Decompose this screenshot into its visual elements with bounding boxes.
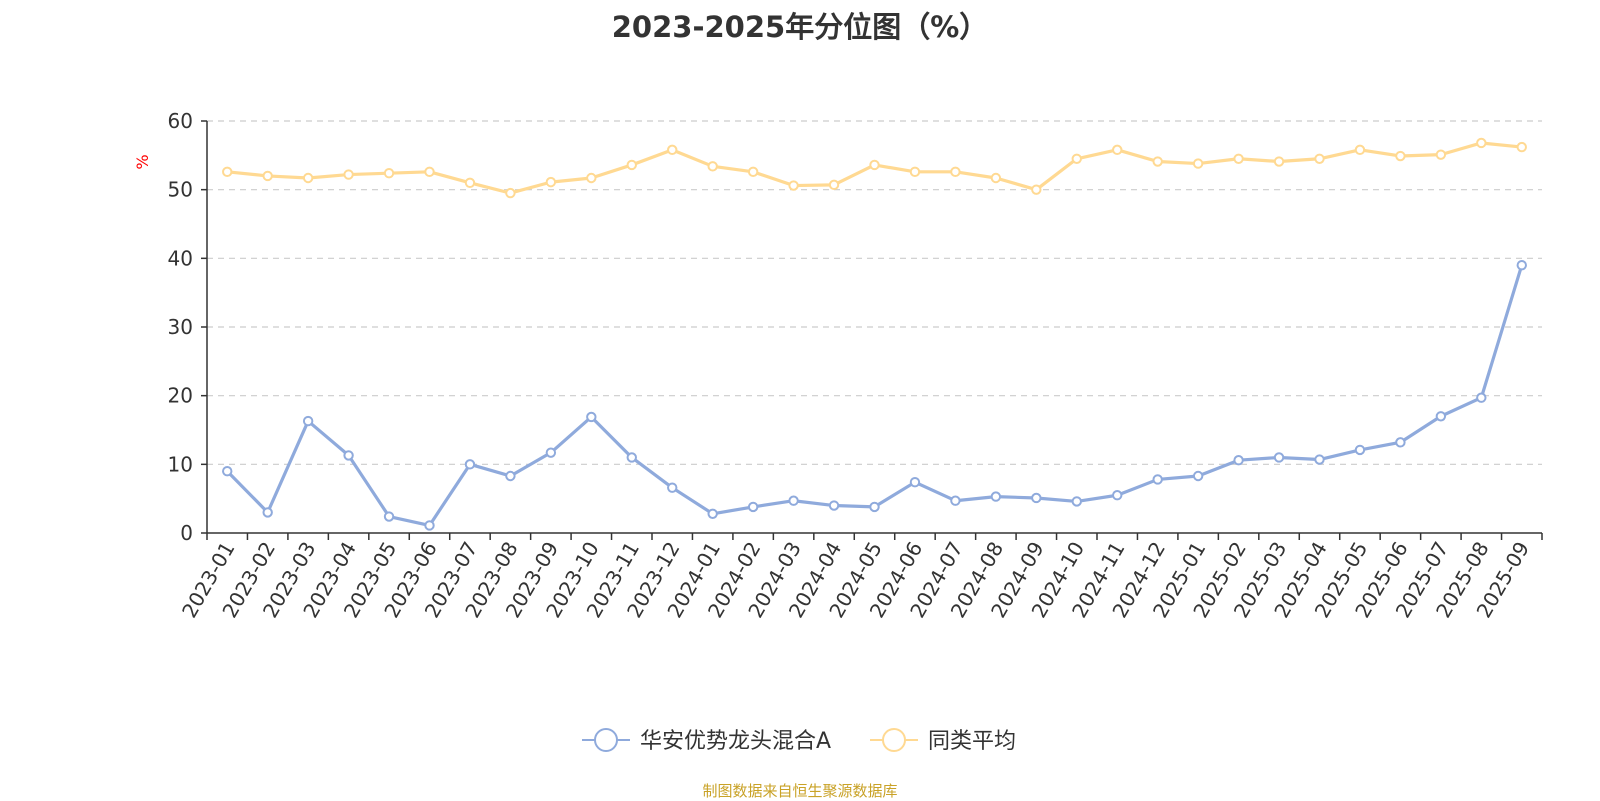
data-point-s1 bbox=[262, 507, 273, 518]
data-point-s1 bbox=[626, 452, 637, 463]
data-point-s2 bbox=[302, 172, 314, 184]
data-point-s1 bbox=[1314, 454, 1325, 465]
y-tick-label: 60 bbox=[168, 109, 193, 133]
data-point-s2 bbox=[1354, 144, 1366, 156]
data-point-s1 bbox=[1071, 496, 1082, 507]
data-point-s1 bbox=[1273, 452, 1285, 463]
data-point-s2 bbox=[909, 166, 921, 178]
data-point-s2 bbox=[1192, 158, 1204, 169]
data-point-s1 bbox=[302, 415, 314, 427]
data-point-s1 bbox=[424, 520, 435, 531]
data-point-s2 bbox=[1152, 156, 1163, 167]
data-point-s2 bbox=[1395, 150, 1406, 162]
data-point-s1 bbox=[586, 411, 597, 423]
legend-label: 同类平均 bbox=[928, 729, 1016, 754]
data-point-s1 bbox=[869, 501, 880, 513]
data-point-s2 bbox=[1435, 149, 1447, 160]
data-point-s2 bbox=[586, 172, 597, 184]
data-point-s2 bbox=[869, 159, 880, 171]
data-point-s1 bbox=[505, 470, 516, 482]
data-point-s1 bbox=[1395, 437, 1406, 448]
data-point-s2 bbox=[1071, 153, 1082, 164]
data-point-s2 bbox=[1273, 156, 1285, 167]
data-point-s2 bbox=[707, 161, 718, 172]
data-point-s2 bbox=[1476, 137, 1487, 149]
y-tick-label: 0 bbox=[180, 521, 193, 545]
data-point-s2 bbox=[222, 166, 233, 178]
data-point-s2 bbox=[1112, 144, 1123, 156]
y-tick-label: 10 bbox=[168, 452, 193, 476]
data-point-s2 bbox=[383, 167, 395, 179]
data-point-s1 bbox=[788, 495, 799, 506]
data-point-s2 bbox=[545, 176, 557, 188]
data-point-s2 bbox=[464, 177, 476, 189]
data-point-s2 bbox=[1233, 153, 1244, 164]
y-axis-unit-label: % bbox=[133, 154, 152, 169]
data-point-s1 bbox=[909, 476, 921, 488]
data-point-s2 bbox=[262, 170, 273, 182]
data-point-s1 bbox=[1516, 260, 1527, 271]
y-tick-label: 20 bbox=[168, 384, 193, 408]
data-point-s1 bbox=[1031, 492, 1042, 504]
data-point-s2 bbox=[424, 166, 435, 178]
data-point-s1 bbox=[1233, 455, 1244, 466]
data-point-s2 bbox=[667, 144, 678, 156]
data-point-s1 bbox=[707, 508, 718, 519]
data-point-s2 bbox=[1031, 184, 1042, 195]
data-point-s2 bbox=[1516, 141, 1527, 153]
data-point-s1 bbox=[1152, 474, 1163, 485]
series bbox=[222, 137, 1527, 531]
data-point-s2 bbox=[747, 166, 759, 178]
data-point-s1 bbox=[990, 491, 1002, 502]
data-point-s1 bbox=[950, 495, 961, 506]
data-point-s1 bbox=[828, 500, 840, 511]
legend-label: 华安优势龙头混合A bbox=[640, 729, 831, 754]
data-point-s1 bbox=[1435, 411, 1447, 422]
data-point-s1 bbox=[1192, 470, 1204, 482]
data-point-s1 bbox=[1354, 444, 1366, 456]
legend: 华安优势龙头混合A 同类平均 bbox=[582, 728, 1016, 754]
y-tick-label: 30 bbox=[168, 315, 193, 339]
legend-item-2: 同类平均 bbox=[870, 728, 1016, 754]
data-point-s2 bbox=[788, 180, 799, 191]
data-point-s2 bbox=[626, 159, 637, 171]
data-point-s1 bbox=[667, 482, 678, 493]
data-point-s1 bbox=[1476, 392, 1487, 403]
data-point-s1 bbox=[222, 466, 233, 477]
data-point-s1 bbox=[545, 447, 557, 458]
y-tick-label: 40 bbox=[168, 246, 193, 270]
data-point-s1 bbox=[464, 459, 476, 470]
data-point-s2 bbox=[1314, 153, 1325, 164]
y-tick-label: 50 bbox=[168, 178, 193, 202]
data-point-s1 bbox=[343, 450, 354, 461]
data-point-s2 bbox=[828, 179, 840, 191]
source-footer: 制图数据来自恒生聚源数据库 bbox=[702, 782, 898, 800]
legend-marker-icon bbox=[882, 728, 906, 752]
data-point-s1 bbox=[383, 511, 395, 522]
data-point-s1 bbox=[747, 501, 759, 513]
legend-item-1: 华安优势龙头混合A bbox=[582, 728, 831, 754]
data-point-s2 bbox=[505, 187, 516, 199]
grid-lines bbox=[207, 120, 1542, 465]
chart-title: 2023-2025年分位图（%） bbox=[611, 10, 989, 44]
legend-marker-icon bbox=[594, 728, 618, 752]
data-point-s1 bbox=[1112, 490, 1123, 501]
data-point-s2 bbox=[950, 166, 961, 178]
data-point-s2 bbox=[990, 172, 1002, 184]
data-point-s2 bbox=[343, 169, 354, 180]
